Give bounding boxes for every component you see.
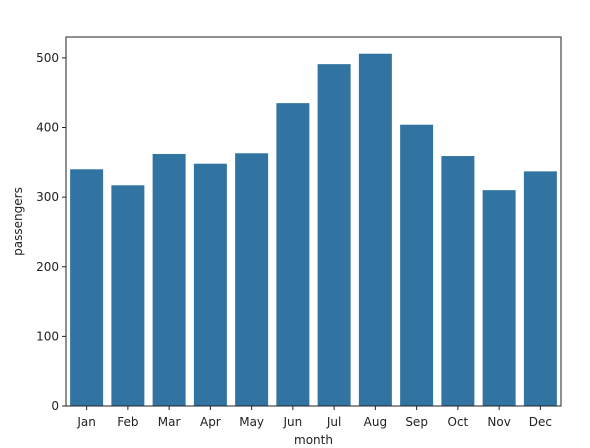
- x-tick-label: Aug: [364, 415, 387, 429]
- bar-dec: [523, 171, 557, 406]
- x-tick-label: Jan: [76, 415, 96, 429]
- bar-sep: [400, 124, 434, 407]
- x-tick-label: May: [239, 415, 264, 429]
- bar-mar: [152, 153, 186, 406]
- bar-aug: [358, 53, 392, 406]
- bar-jun: [276, 103, 310, 406]
- x-tick-label: Apr: [200, 415, 221, 429]
- plot-frame: [65, 36, 562, 407]
- x-tick-label: Dec: [529, 415, 552, 429]
- x-tick-label: Nov: [487, 415, 510, 429]
- y-tick-label: 300: [36, 190, 59, 204]
- x-tick-label: Jun: [283, 415, 303, 429]
- bar-feb: [111, 185, 145, 406]
- x-axis-label: month: [294, 433, 333, 447]
- bar-apr: [193, 163, 227, 406]
- x-axis-ticks: Jan Feb Mar Apr May Jun Jul Aug Sep Oct Nov Dec: [76, 406, 552, 429]
- bar-jul: [317, 64, 351, 406]
- x-tick-label: Oct: [448, 415, 469, 429]
- y-tick-label: 100: [36, 329, 59, 343]
- x-tick-label: Jul: [326, 415, 341, 429]
- y-tick-label: 400: [36, 121, 59, 135]
- y-tick-label: 0: [51, 399, 59, 413]
- bar-may: [235, 153, 269, 406]
- y-axis-label: passengers: [11, 187, 25, 256]
- bar-oct: [441, 156, 475, 406]
- y-tick-label: 200: [36, 260, 59, 274]
- x-tick-label: Mar: [158, 415, 181, 429]
- x-tick-label: Sep: [405, 415, 428, 429]
- bar-jan: [70, 169, 104, 406]
- y-axis-ticks: 0 100 200 300 400 500: [36, 51, 66, 413]
- y-tick-label: 500: [36, 51, 59, 65]
- bar-nov: [482, 190, 516, 406]
- x-tick-label: Feb: [117, 415, 138, 429]
- bars-group: [70, 53, 557, 407]
